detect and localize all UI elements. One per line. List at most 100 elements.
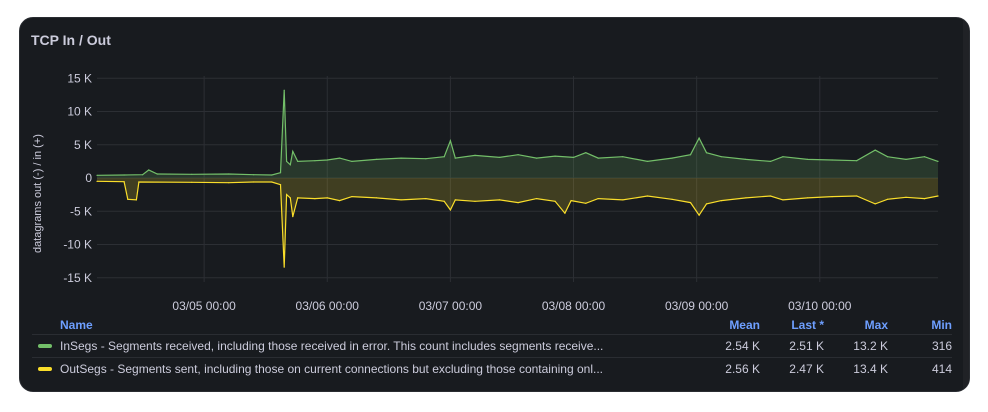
data-point-outsegs <box>400 199 402 201</box>
data-point-outsegs <box>283 266 285 268</box>
data-point-insegs <box>283 89 285 91</box>
data-point-outsegs <box>720 200 722 202</box>
data-point-outsegs <box>279 184 282 186</box>
data-point-insegs <box>191 173 193 175</box>
data-point-insegs <box>400 157 402 159</box>
data-point-outsegs <box>375 197 378 199</box>
data-point-outsegs <box>874 203 876 205</box>
legend-table: Name Mean Last * Max Min InSegs - Segmen… <box>32 316 952 380</box>
series-color-swatch <box>38 367 52 371</box>
data-point-insegs <box>499 156 501 158</box>
data-point-insegs <box>856 160 858 162</box>
time-series-chart[interactable]: 15 K 10 K 5 K 0 -5 K -10 K -15 K 03/05 00:00 03… <box>20 18 960 318</box>
data-point-outsegs <box>127 198 129 200</box>
legend-header-last[interactable]: Last * <box>791 318 824 332</box>
data-point-outsegs <box>937 195 939 197</box>
data-point-insegs <box>156 173 158 175</box>
legend-max-value: 13.4 K <box>853 362 888 376</box>
y-tick-label: 0 <box>85 171 92 185</box>
data-point-insegs <box>646 160 649 162</box>
data-point-insegs <box>905 158 907 160</box>
data-point-outsegs <box>252 181 254 183</box>
x-tick-label: 03/09 00:00 <box>665 299 729 313</box>
data-point-outsegs <box>474 200 476 202</box>
data-point-outsegs <box>689 202 692 204</box>
data-point-outsegs <box>564 212 566 214</box>
legend-row-outsegs[interactable]: OutSegs - Segments sent, including those… <box>32 357 952 380</box>
legend-mean-value: 2.54 K <box>725 339 760 353</box>
legend-header-min[interactable]: Min <box>931 318 952 332</box>
data-point-outsegs <box>425 198 427 200</box>
legend-header-mean[interactable]: Mean <box>729 318 760 332</box>
legend-row-insegs[interactable]: InSegs - Segments received, including th… <box>32 334 952 357</box>
series-color-swatch <box>38 344 52 348</box>
data-point-outsegs <box>271 181 273 183</box>
data-point-outsegs <box>646 195 649 197</box>
data-point-insegs <box>351 160 353 162</box>
panel-title[interactable]: TCP In / Out <box>31 32 111 48</box>
legend-min-value: 316 <box>931 339 952 353</box>
data-point-outsegs <box>138 181 140 183</box>
series-line-outsegs[interactable] <box>96 180 939 268</box>
data-point-insegs <box>474 154 476 156</box>
data-point-insegs <box>745 158 747 160</box>
data-point-outsegs <box>622 199 624 201</box>
data-point-outsegs <box>597 198 599 200</box>
data-point-outsegs <box>554 200 556 202</box>
data-point-outsegs <box>351 196 353 198</box>
data-point-outsegs <box>123 181 125 183</box>
data-point-outsegs <box>782 199 784 201</box>
data-point-outsegs <box>499 199 501 201</box>
y-tick-label: -10 K <box>63 238 92 252</box>
data-point-insegs <box>671 157 673 159</box>
data-point-insegs <box>597 157 599 159</box>
data-point-insegs <box>339 157 341 159</box>
data-point-insegs <box>142 174 144 176</box>
y-tick-label: -5 K <box>70 204 92 218</box>
data-point-outsegs <box>886 198 889 200</box>
legend-series-name[interactable]: OutSegs - Segments sent, including those… <box>60 362 603 376</box>
data-point-insegs <box>425 158 427 160</box>
legend-series-name[interactable]: InSegs - Segments received, including th… <box>60 339 604 353</box>
data-point-insegs <box>326 159 328 161</box>
legend-last-value: 2.51 K <box>789 339 824 353</box>
legend-max-value: 13.2 K <box>853 339 888 353</box>
data-point-insegs <box>886 156 889 158</box>
data-point-outsegs <box>745 197 747 199</box>
legend-min-value: 414 <box>931 362 952 376</box>
x-tick-label: 03/07 00:00 <box>419 299 483 313</box>
data-point-outsegs <box>135 199 137 201</box>
legend-header-name[interactable]: Name <box>60 318 93 332</box>
data-point-outsegs <box>297 197 299 199</box>
data-point-insegs <box>292 150 294 152</box>
data-point-insegs <box>622 156 624 158</box>
data-point-outsegs <box>339 200 341 202</box>
data-point-insegs <box>806 158 809 160</box>
data-point-insegs <box>454 157 456 159</box>
data-point-outsegs <box>289 197 291 199</box>
x-tick-label: 03/10 00:00 <box>788 299 852 313</box>
data-point-outsegs <box>228 182 230 184</box>
data-point-insegs <box>289 164 291 166</box>
data-point-insegs <box>689 154 692 156</box>
data-point-outsegs <box>671 198 673 200</box>
data-point-outsegs <box>314 198 316 200</box>
x-tick-label: 03/06 00:00 <box>296 299 360 313</box>
panel-scrollbar[interactable] <box>963 18 969 391</box>
data-point-outsegs <box>923 198 926 200</box>
data-point-outsegs <box>856 195 858 197</box>
x-tick-label: 03/05 00:00 <box>172 299 236 313</box>
data-point-outsegs <box>769 195 772 197</box>
data-point-insegs <box>271 174 273 176</box>
data-point-insegs <box>297 160 299 162</box>
data-point-insegs <box>831 159 833 161</box>
data-point-insegs <box>252 174 254 176</box>
data-point-insegs <box>769 160 772 162</box>
data-point-insegs <box>375 158 378 160</box>
data-point-outsegs <box>454 199 456 201</box>
legend-header-max[interactable]: Max <box>864 318 888 332</box>
data-point-insegs <box>228 173 230 175</box>
data-point-outsegs <box>96 180 98 182</box>
data-point-insegs <box>449 140 451 142</box>
data-point-outsegs <box>286 194 288 196</box>
